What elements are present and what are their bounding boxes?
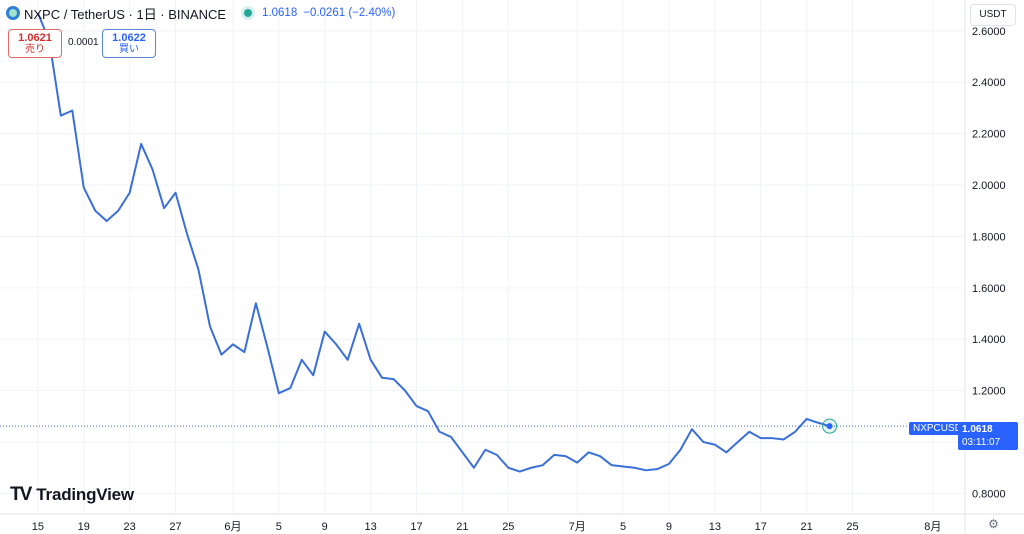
time-tick-label: 9 (666, 521, 672, 533)
sell-price: 1.0621 (18, 32, 52, 44)
last-price-tag: 1.0618 03:11:07 (958, 422, 1018, 450)
price-tick-label: 1.4000 (972, 334, 1006, 346)
price-tick-label: 2.2000 (972, 129, 1006, 141)
time-tick-label: 6月 (224, 521, 241, 533)
time-tick-label: 17 (410, 521, 422, 533)
time-tick-label: 5 (620, 521, 626, 533)
time-tick-label: 21 (801, 521, 813, 533)
time-axis[interactable]: 15 19 23 27 6月 5 9 13 17 21 25 7月 5 9 13 17 21 25 8月 (32, 521, 942, 533)
price-tick-label: 1.8000 (972, 231, 1006, 243)
grid-lines (0, 0, 965, 514)
time-tick-label: 5 (276, 521, 282, 533)
settings-icon[interactable]: ⚙ (988, 517, 999, 531)
price-line (36, 12, 830, 473)
time-tick-label: 17 (755, 521, 767, 533)
tradingview-logo-mark: TV (10, 484, 32, 505)
price-tick-label: 2.6000 (972, 26, 1006, 38)
buy-price: 1.0622 (112, 32, 146, 44)
symbol-price-tag: NXPCUSDT (909, 422, 973, 435)
market-open-icon (244, 9, 253, 17)
time-tick-label: 7月 (569, 521, 586, 533)
last-price: 1.0618 (262, 7, 298, 19)
sell-button[interactable]: 1.0621 売り (8, 29, 62, 58)
spread-value: 0.0001 (68, 37, 99, 48)
currency-button[interactable]: USDT (970, 4, 1016, 26)
price-tick-label: 2.4000 (972, 77, 1006, 89)
buy-label: 買い (119, 44, 139, 55)
time-tick-label: 19 (78, 521, 90, 533)
time-tick-label: 13 (709, 521, 721, 533)
coin-icon (6, 6, 20, 20)
time-tick-label: 9 (322, 521, 328, 533)
price-tick-label: 2.0000 (972, 180, 1006, 192)
tradingview-logo[interactable]: TV TradingView (10, 484, 134, 506)
time-tick-label: 23 (124, 521, 136, 533)
last-point (826, 423, 833, 430)
bar-countdown: 03:11:07 (962, 437, 1001, 448)
symbol-title[interactable]: NXPC / TetherUS · 1日 · BINANCE (24, 6, 227, 22)
buy-button[interactable]: 1.0622 買い (102, 29, 156, 58)
time-tick-label: 15 (32, 521, 44, 533)
price-series (36, 12, 838, 473)
symbol-header[interactable]: NXPC / TetherUS · 1日 · BINANCE 1.0618 −0… (6, 3, 395, 23)
price-tick-label: 0.8000 (972, 488, 1006, 500)
tradingview-logo-text: TradingView (36, 485, 134, 504)
time-tick-label: 25 (846, 521, 858, 533)
last-price-tag-value: 1.0618 (962, 424, 993, 435)
price-change: −0.0261 (−2.40%) (303, 7, 396, 19)
price-tick-label: 1.6000 (972, 283, 1006, 295)
price-tick-label: 1.2000 (972, 386, 1006, 398)
sell-label: 売り (25, 44, 45, 55)
time-tick-label: 21 (456, 521, 468, 533)
time-tick-label: 27 (169, 521, 181, 533)
time-tick-label: 8月 (924, 521, 941, 533)
time-tick-label: 25 (502, 521, 514, 533)
time-tick-label: 13 (364, 521, 376, 533)
